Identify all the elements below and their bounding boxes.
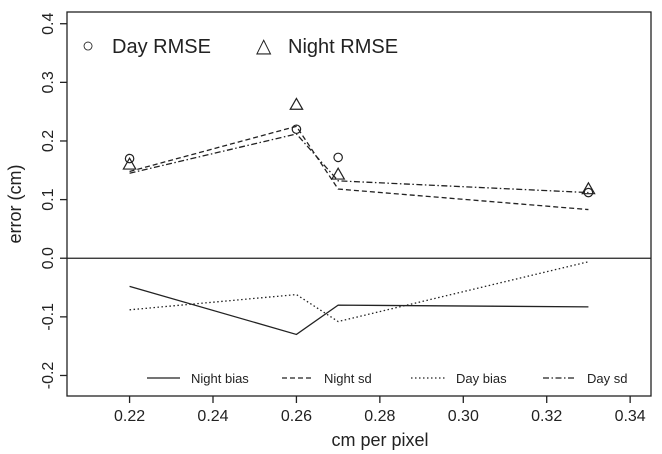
legend-night-bias-label: Night bias [191,371,249,386]
y-tick-label: 0.4 [40,13,57,35]
legend-day-rmse-marker: ○ [82,35,94,57]
x-tick-label: 0.24 [197,408,228,425]
series-layer [129,125,589,336]
legend-night-sd-label: Night sd [324,371,372,386]
x-tick-label: 0.26 [281,408,312,425]
legend-night-rmse-label: Night RMSE [288,36,398,58]
y-tick-label: 0.1 [40,188,57,210]
night-rmse-point [122,157,137,170]
x-axis: 0.22 0.24 0.26 0.28 0.30 0.32 0.34 [114,396,646,425]
x-axis-title: cm per pixel [331,430,428,450]
day-rmse-point [291,124,302,135]
y-axis: -0.2 -0.1 0.0 0.1 0.2 0.3 0.4 [40,13,67,390]
marker-layer [122,97,596,198]
y-tick-label: 0.3 [40,71,57,93]
legend-day-rmse-label: Day RMSE [112,36,211,58]
day-rmse-point [124,153,135,164]
legend-day-bias-label: Day bias [456,371,507,386]
series-line-day-bias [129,261,589,323]
series-line-night-sd [129,125,589,211]
y-axis-title: error (cm) [5,165,25,244]
plot-frame [66,11,652,397]
night-rmse-point [289,97,304,110]
legend-day-sd-label: Day sd [587,371,627,386]
night-rmse-point [330,166,346,180]
series-line-night-bias [129,285,589,336]
y-tick-label: -0.1 [40,303,57,331]
y-tick-label: -0.2 [40,362,57,390]
day-rmse-point [583,187,594,198]
legend-night-rmse-marker: △ [256,35,272,57]
series-line-day-sd [129,133,589,194]
x-tick-label: 0.30 [448,408,479,425]
night-rmse-point [581,181,596,195]
x-tick-label: 0.28 [364,408,395,425]
x-tick-label: 0.32 [531,408,562,425]
x-tick-label: 0.34 [615,408,646,425]
line-legend: Night bias Night sd Day bias Day sd [147,371,627,386]
y-tick-label: 0.0 [40,247,57,269]
x-tick-label: 0.22 [114,408,145,425]
rmse-legend: ○ Day RMSE △ Night RMSE [82,35,398,58]
y-tick-label: 0.2 [40,130,57,152]
day-rmse-point [333,152,343,163]
